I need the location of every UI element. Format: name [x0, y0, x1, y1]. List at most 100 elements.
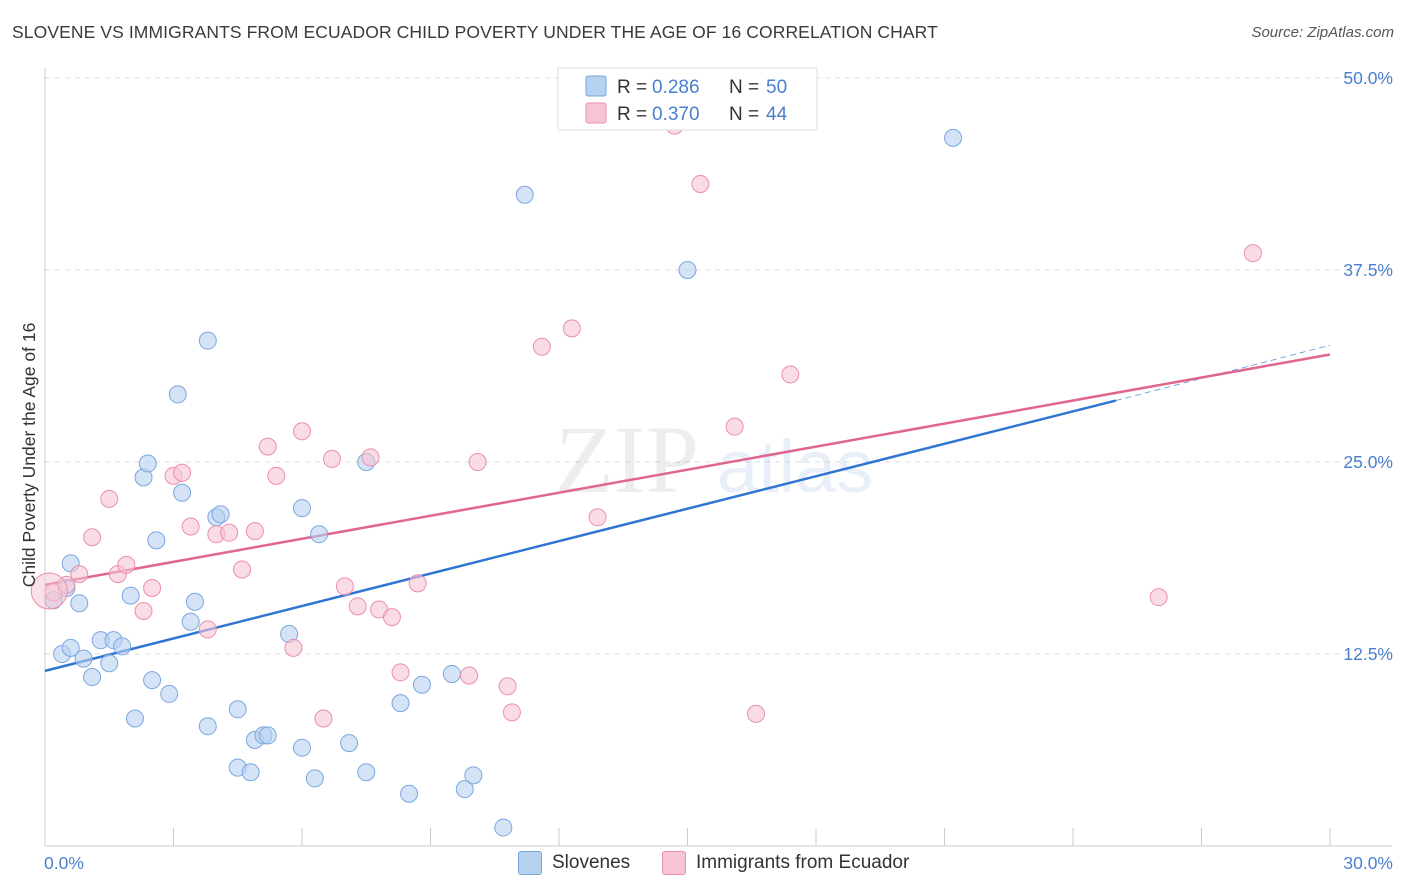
legend-item-ecuador: Immigrants from Ecuador: [662, 851, 909, 875]
point-slovenes: [357, 763, 376, 782]
point-ecuador: [117, 555, 136, 574]
point-slovenes: [138, 454, 157, 473]
point-slovenes: [412, 675, 431, 694]
point-slovenes: [125, 709, 144, 728]
trend-line-ecuador: [44, 353, 1331, 587]
point-ecuador: [588, 508, 607, 527]
point-ecuador: [498, 677, 517, 696]
point-ecuador: [143, 578, 162, 597]
legend-top-n-value: 50: [766, 77, 787, 98]
point-ecuador: [198, 620, 217, 639]
legend-swatch-blue: [518, 851, 542, 875]
trend-layer: [44, 344, 1331, 673]
point-ecuador: [460, 666, 479, 685]
point-slovenes: [83, 668, 102, 687]
trend-line-slovenes: [44, 399, 1117, 673]
chart-title: SLOVENE VS IMMIGRANTS FROM ECUADOR CHILD…: [12, 22, 938, 42]
point-slovenes: [121, 586, 140, 605]
point-slovenes: [515, 185, 534, 204]
point-slovenes: [391, 694, 410, 713]
legend-top: R = 0.286 N = 50 R = 0.370 N = 44: [557, 67, 818, 131]
point-slovenes: [678, 261, 697, 279]
point-ecuador: [83, 528, 102, 547]
x-tick-label-start: 0.0%: [44, 853, 84, 873]
y-tick-label: 25.0%: [1343, 452, 1393, 472]
point-ecuador: [1243, 244, 1262, 263]
point-ecuador: [391, 663, 410, 682]
point-slovenes: [258, 726, 277, 745]
point-slovenes: [442, 664, 461, 683]
point-slovenes: [293, 499, 311, 518]
point-slovenes: [143, 671, 162, 690]
point-slovenes: [400, 784, 419, 803]
point-slovenes: [944, 128, 963, 147]
legend-top-r-label: R =: [617, 77, 647, 98]
point-ecuador: [361, 448, 380, 467]
point-ecuador: [314, 709, 333, 728]
point-slovenes: [160, 684, 179, 703]
point-ecuador: [781, 365, 800, 384]
axis-layer: 12.5% 25.0% 37.5% 50.0% 0.0% 30.0%: [44, 68, 1393, 873]
point-ecuador: [284, 638, 303, 657]
point-ecuador: [258, 437, 277, 456]
point-slovenes: [494, 818, 513, 837]
point-slovenes: [464, 766, 483, 785]
point-ecuador: [322, 449, 341, 468]
point-ecuador: [335, 577, 354, 596]
point-slovenes: [181, 612, 200, 631]
legend-top-swatch: [585, 102, 607, 124]
point-ecuador: [267, 466, 286, 485]
legend-item-slovenes: Slovenes: [518, 851, 630, 875]
point-slovenes: [310, 525, 329, 544]
point-slovenes: [185, 592, 204, 611]
point-slovenes: [455, 780, 474, 799]
legend-label-ecuador: Immigrants from Ecuador: [696, 852, 910, 873]
legend-top-n-label: N =: [729, 77, 759, 98]
point-ecuador: [348, 597, 367, 616]
legend-top-n-value: 44: [766, 104, 788, 125]
point-slovenes: [228, 700, 247, 719]
point-slovenes: [198, 717, 217, 736]
point-slovenes: [211, 505, 230, 524]
legend-swatch-pink: [662, 851, 686, 875]
point-ecuador: [502, 703, 521, 722]
point-slovenes: [340, 734, 359, 753]
x-tick-label-end: 30.0%: [1343, 853, 1393, 873]
point-slovenes: [61, 638, 80, 657]
point-ecuador: [70, 565, 89, 584]
point-ecuador: [233, 560, 252, 579]
legend-top-r-label: R =: [617, 104, 647, 125]
point-ecuador: [181, 517, 200, 536]
point-ecuador: [725, 417, 744, 436]
chart-source: Source: ZipAtlas.com: [1251, 24, 1394, 41]
watermark: ZIP atlas: [555, 406, 873, 513]
point-cluster: [30, 572, 68, 610]
point-slovenes: [305, 769, 324, 788]
point-slovenes: [293, 738, 311, 757]
point-ecuador: [382, 608, 401, 627]
point-slovenes: [198, 331, 217, 350]
point-slovenes: [173, 483, 192, 502]
point-slovenes: [147, 531, 166, 550]
point-ecuador: [747, 704, 766, 723]
point-ecuador: [1149, 588, 1168, 607]
points-layer: [30, 116, 1262, 837]
point-ecuador: [293, 422, 311, 441]
point-slovenes: [70, 594, 89, 613]
y-axis-label: Child Poverty Under the Age of 16: [19, 323, 39, 588]
legend-top-r-value: 0.286: [652, 77, 700, 98]
point-ecuador: [134, 601, 153, 620]
point-ecuador: [245, 522, 264, 541]
watermark-zip: ZIP: [555, 406, 699, 513]
point-ecuador: [532, 337, 551, 356]
point-slovenes: [241, 763, 260, 782]
y-tick-label: 50.0%: [1343, 68, 1393, 88]
point-ecuador: [562, 319, 581, 338]
point-ecuador: [173, 463, 192, 482]
y-tick-label: 12.5%: [1343, 644, 1393, 664]
legend-label-slovenes: Slovenes: [552, 852, 631, 873]
point-slovenes: [113, 637, 132, 656]
point-ecuador: [468, 453, 487, 471]
y-tick-label: 37.5%: [1343, 260, 1393, 280]
point-ecuador: [100, 489, 119, 508]
